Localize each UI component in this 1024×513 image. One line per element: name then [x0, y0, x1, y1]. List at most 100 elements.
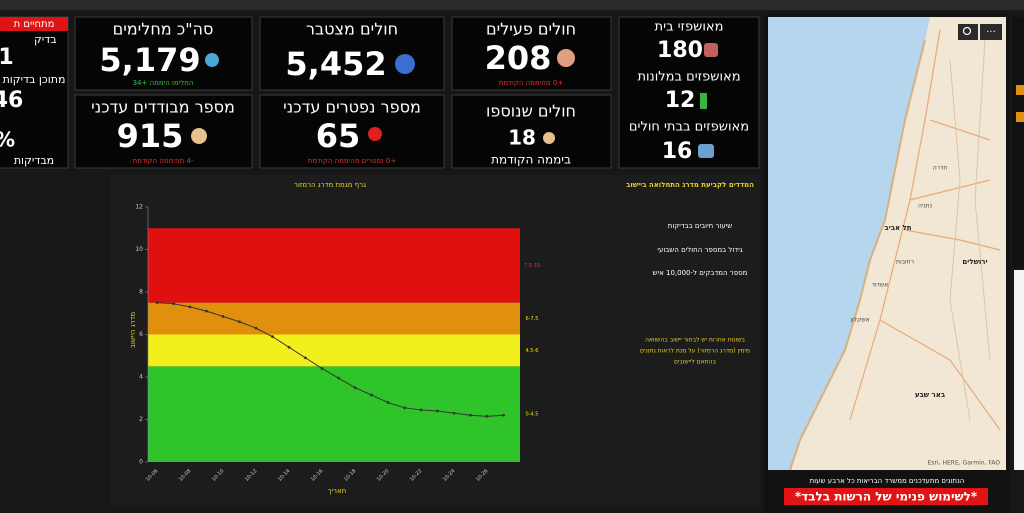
data-point [320, 367, 324, 370]
card-label: מבדיקות [14, 154, 54, 167]
band [148, 366, 520, 462]
icon [543, 132, 555, 144]
data-point [452, 411, 456, 415]
indicator: מספר המדבקים ל-10,000 איש [653, 269, 748, 277]
card-sub: +0 נפטרים מהיממה הקודמת [308, 157, 397, 165]
data-point [205, 309, 208, 313]
card-value: % [0, 128, 15, 152]
card [451, 16, 612, 91]
indicators-note: בשונות אחרות יש לבחור יישוב בהשוואה [645, 337, 746, 344]
side-swatch [1016, 112, 1024, 122]
map-place: אשקלון [850, 317, 869, 324]
map-place: נתניה [918, 203, 932, 210]
side-swatch [1016, 85, 1024, 95]
data-point [353, 386, 357, 390]
card-label: חולים שנוספו [486, 102, 576, 121]
card-value: 65 [316, 117, 361, 155]
card [259, 94, 445, 169]
card-label: מספר מבודדים עדכני [91, 98, 235, 117]
search-icon [962, 26, 972, 36]
map-place: באר שבע [915, 391, 945, 399]
disclaimer-bg [784, 488, 988, 505]
card-label: מאושפזי בית [655, 20, 724, 35]
band-label: 6-7.5 [526, 316, 539, 322]
card-value: 16 [662, 139, 693, 164]
band-label: 7.5-10 [524, 263, 540, 269]
icon [395, 54, 415, 74]
card-label: מתחיים ת [14, 19, 55, 30]
data-point [337, 376, 340, 380]
icon [205, 53, 219, 67]
indicator: גידול במספר החולים השבועי [657, 246, 742, 254]
icon [704, 43, 718, 57]
card [74, 16, 253, 91]
map-menu[interactable] [980, 24, 1002, 40]
card-label: מתוכן בדיקות [3, 73, 66, 86]
card-value: 1 [0, 45, 14, 70]
icon [698, 144, 714, 158]
data-point [304, 356, 307, 360]
card-value: 180 [657, 38, 703, 63]
card [0, 16, 69, 169]
card-value: 208 [485, 39, 552, 77]
band [148, 334, 520, 367]
update-note: הנתונים מתעדכנים ממשרד הבריאות כל ארבע ש… [810, 477, 965, 485]
data-point [436, 409, 439, 413]
data-point [221, 315, 225, 318]
band [148, 228, 520, 303]
map-place: תל אביב [884, 224, 911, 232]
data-point [287, 345, 291, 349]
indicators-title: המדדים לקביעת מדרג התחלואה ביישוב [626, 181, 754, 189]
top-bar [0, 0, 1024, 10]
y-tick-label: 8 [139, 289, 143, 296]
roads [849, 29, 1001, 431]
icon [191, 128, 207, 144]
map-place: ירושלים [962, 258, 987, 266]
x-axis-label: תאריך [328, 487, 347, 495]
card-label: סה"כ מחלימים [113, 20, 214, 39]
indicator: שיעור חיובים בבדיקות [668, 222, 733, 230]
y-tick-label: 12 [135, 204, 143, 211]
data-point [502, 413, 505, 417]
icon [368, 127, 382, 141]
chart-title: גרף מגמת מדרג הרמזור [294, 181, 366, 189]
icon [700, 93, 707, 109]
map-attribution: Esri, HERE, Garmin, FAO [928, 460, 1001, 467]
band [148, 302, 520, 335]
map-land [790, 17, 1006, 470]
map-place: רחובות [896, 259, 914, 266]
map-place: חדרה [933, 165, 948, 172]
card [618, 16, 760, 169]
card-value: 12 [665, 88, 696, 113]
card-value: 915 [117, 117, 184, 155]
card-sub: +0 מהיממה הקודמת [499, 79, 564, 87]
map-search[interactable] [958, 24, 978, 40]
data-point [238, 320, 241, 324]
coast [789, 39, 926, 471]
map-place: אשדוד [872, 282, 888, 289]
menu-icon: ··· [986, 27, 996, 38]
card-label: בדיק [34, 33, 57, 46]
data-point [271, 335, 274, 339]
data-point [403, 406, 406, 410]
card-label: מאושפזים בבתי חולים [629, 120, 749, 135]
data-point [386, 401, 390, 404]
indicators-note: מימין (מדרג הרמזור) על מנת לראות נתונים [640, 348, 750, 355]
card-sub: -4 מהיממה הקודמת [132, 157, 194, 165]
card-label: חולים מצטבר [306, 20, 398, 39]
y-tick-label: 2 [139, 416, 143, 423]
card-value: 5,452 [285, 45, 386, 83]
card-value: 46 [0, 88, 23, 113]
card-header [0, 17, 68, 31]
band-label: 0-4.5 [526, 412, 539, 418]
icon [557, 49, 575, 67]
card-label: מאושפזים במלונות [637, 70, 740, 85]
y-tick-label: 10 [135, 246, 143, 253]
data-point [469, 413, 472, 417]
data-point [172, 302, 175, 306]
data-point [254, 326, 258, 330]
card-value: 18 [508, 126, 536, 150]
card-value: 5,179 [99, 41, 200, 79]
